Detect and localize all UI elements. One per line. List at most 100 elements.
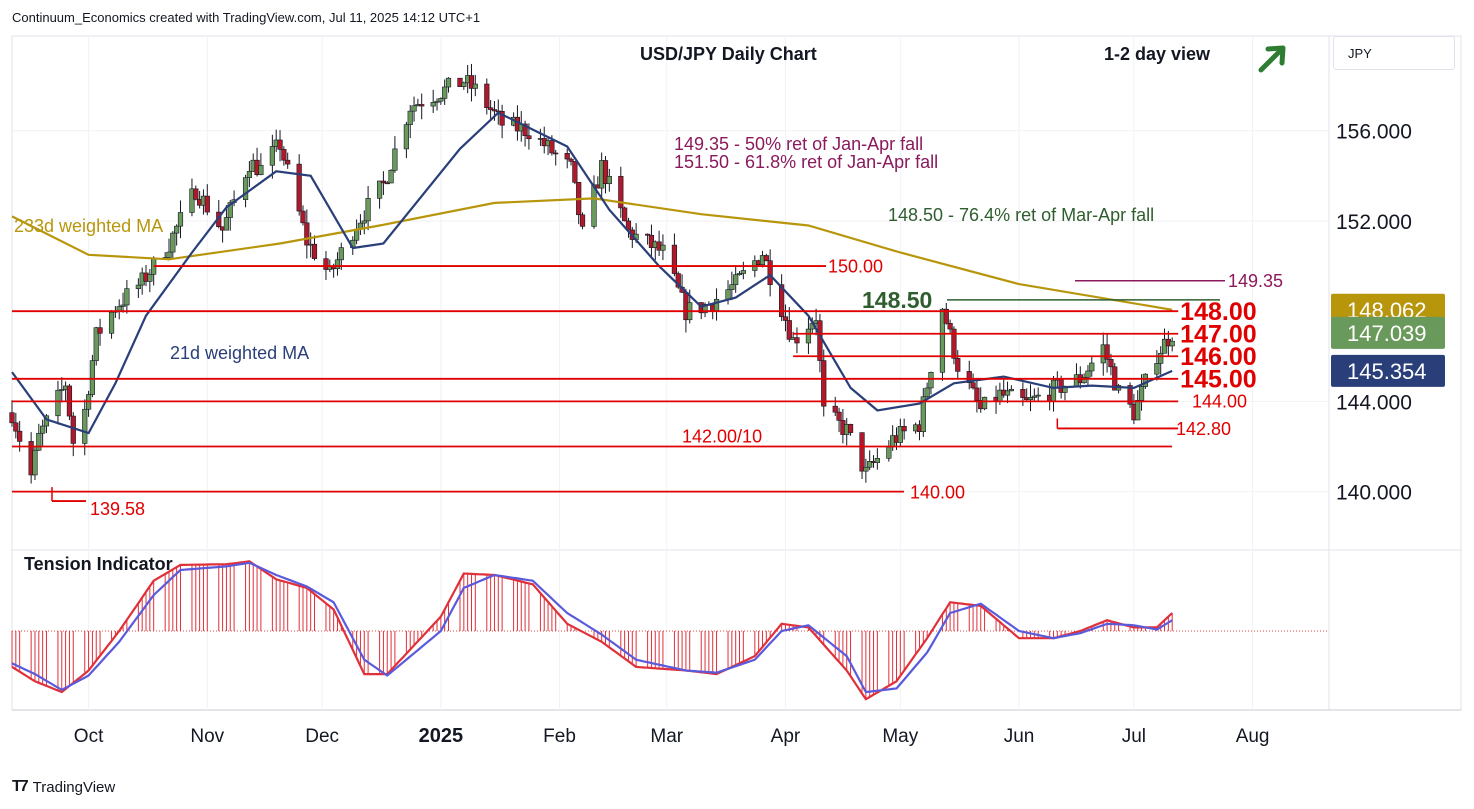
candle-up — [108, 311, 115, 334]
candle-up — [365, 198, 371, 222]
candle-up — [702, 304, 708, 314]
candle-up — [338, 247, 344, 261]
candle-down — [847, 423, 854, 433]
candle-up — [1142, 373, 1148, 387]
x-tick-label: Mar — [650, 726, 683, 747]
candle-up — [733, 274, 739, 286]
candle-up — [334, 259, 341, 270]
candle-up — [147, 274, 153, 282]
candle-down — [648, 234, 655, 248]
candle-up — [170, 232, 176, 253]
currency-selector[interactable]: JPY — [1333, 36, 1455, 70]
candle-down — [568, 158, 574, 162]
annotation-0: 149.35 - 50% ret of Jan-Apr fall — [674, 134, 923, 154]
candle-down — [782, 316, 789, 321]
candle-up — [924, 387, 930, 398]
candle-up — [736, 273, 743, 276]
tension-blue-line — [11, 561, 1173, 694]
candle-up — [1004, 390, 1011, 396]
candle-down — [97, 327, 103, 334]
candle-up — [874, 457, 880, 463]
candle-down — [817, 320, 823, 361]
candle-down — [675, 273, 681, 288]
candle-down — [1020, 389, 1026, 398]
ma233-line — [11, 197, 1173, 311]
candle-up — [411, 105, 417, 112]
candle-up — [177, 212, 184, 227]
candle-up — [1169, 340, 1175, 347]
candle-down — [419, 104, 425, 107]
candle-down — [622, 207, 628, 222]
candle-down — [488, 107, 494, 110]
annotation-4: 21d weighted MA — [170, 343, 309, 363]
candle-down — [277, 139, 283, 150]
candle-up — [120, 304, 126, 307]
price-tag-2 — [1331, 354, 1445, 387]
candle-up — [166, 251, 172, 258]
x-tick-label: Aug — [1236, 726, 1270, 747]
candle-down — [970, 382, 976, 389]
candle-up — [1035, 394, 1041, 397]
y-tick-label: 156.000 — [1336, 121, 1412, 144]
up-right-arrow-icon — [1258, 45, 1286, 73]
candle-up — [1154, 363, 1160, 375]
level-14400-label: 144.00 — [1192, 392, 1247, 412]
candle-up — [928, 372, 934, 389]
candle-down — [70, 415, 76, 444]
candle-up — [82, 408, 88, 444]
candle-down — [767, 260, 773, 285]
candle-down — [786, 320, 792, 340]
candle-up — [1027, 397, 1034, 401]
candle-up — [981, 396, 988, 410]
price-tag-label: 145.354 — [1347, 359, 1427, 384]
candle-up — [376, 180, 383, 199]
candle-up — [725, 289, 731, 300]
candle-up — [55, 389, 61, 417]
candle-down — [549, 140, 555, 154]
level-13958-label: 139.58 — [90, 499, 145, 519]
candle-down — [204, 195, 210, 213]
tradingview-footer[interactable]: T7 TradingView — [12, 778, 115, 796]
candle-down — [618, 175, 624, 209]
candle-up — [32, 449, 38, 476]
candle-down — [943, 308, 949, 324]
candle-down — [947, 322, 953, 330]
x-tick-label: Jul — [1122, 726, 1146, 747]
candle-up — [403, 124, 409, 150]
level-14600-label: 146.00 — [1180, 343, 1256, 371]
candle-up — [124, 288, 130, 306]
candle-up — [93, 327, 99, 361]
candle-down — [384, 182, 390, 185]
candle-up — [740, 270, 746, 274]
candle-up — [246, 171, 252, 178]
candle-up — [223, 217, 230, 231]
candle-down — [779, 284, 785, 318]
candle-down — [966, 371, 972, 384]
price-tag-1 — [1331, 316, 1445, 349]
candle-down — [499, 111, 505, 126]
candle-up — [258, 164, 264, 176]
y-tick-label: 144.000 — [1336, 391, 1412, 414]
candle-up — [189, 188, 195, 213]
candle-down — [579, 214, 586, 227]
candle-down — [836, 411, 842, 421]
candle-down — [553, 152, 559, 155]
candle-up — [805, 328, 812, 344]
candle-down — [468, 75, 475, 89]
candle-up — [1135, 400, 1141, 421]
y-tick-label: 152.000 — [1336, 211, 1412, 234]
candle-down — [484, 83, 490, 109]
candle-up — [434, 100, 440, 103]
candle-down — [671, 244, 678, 274]
candle-down — [526, 135, 532, 140]
candle-down — [1104, 344, 1110, 360]
candle-up — [472, 83, 478, 89]
level-14850-label: 148.50 — [862, 287, 932, 313]
candle-up — [863, 466, 869, 472]
candle-up — [1031, 395, 1037, 398]
tradingview-brand: TradingView — [32, 778, 116, 796]
candle-up — [606, 175, 612, 185]
candle-up — [361, 220, 367, 224]
candle-up — [1158, 352, 1164, 364]
